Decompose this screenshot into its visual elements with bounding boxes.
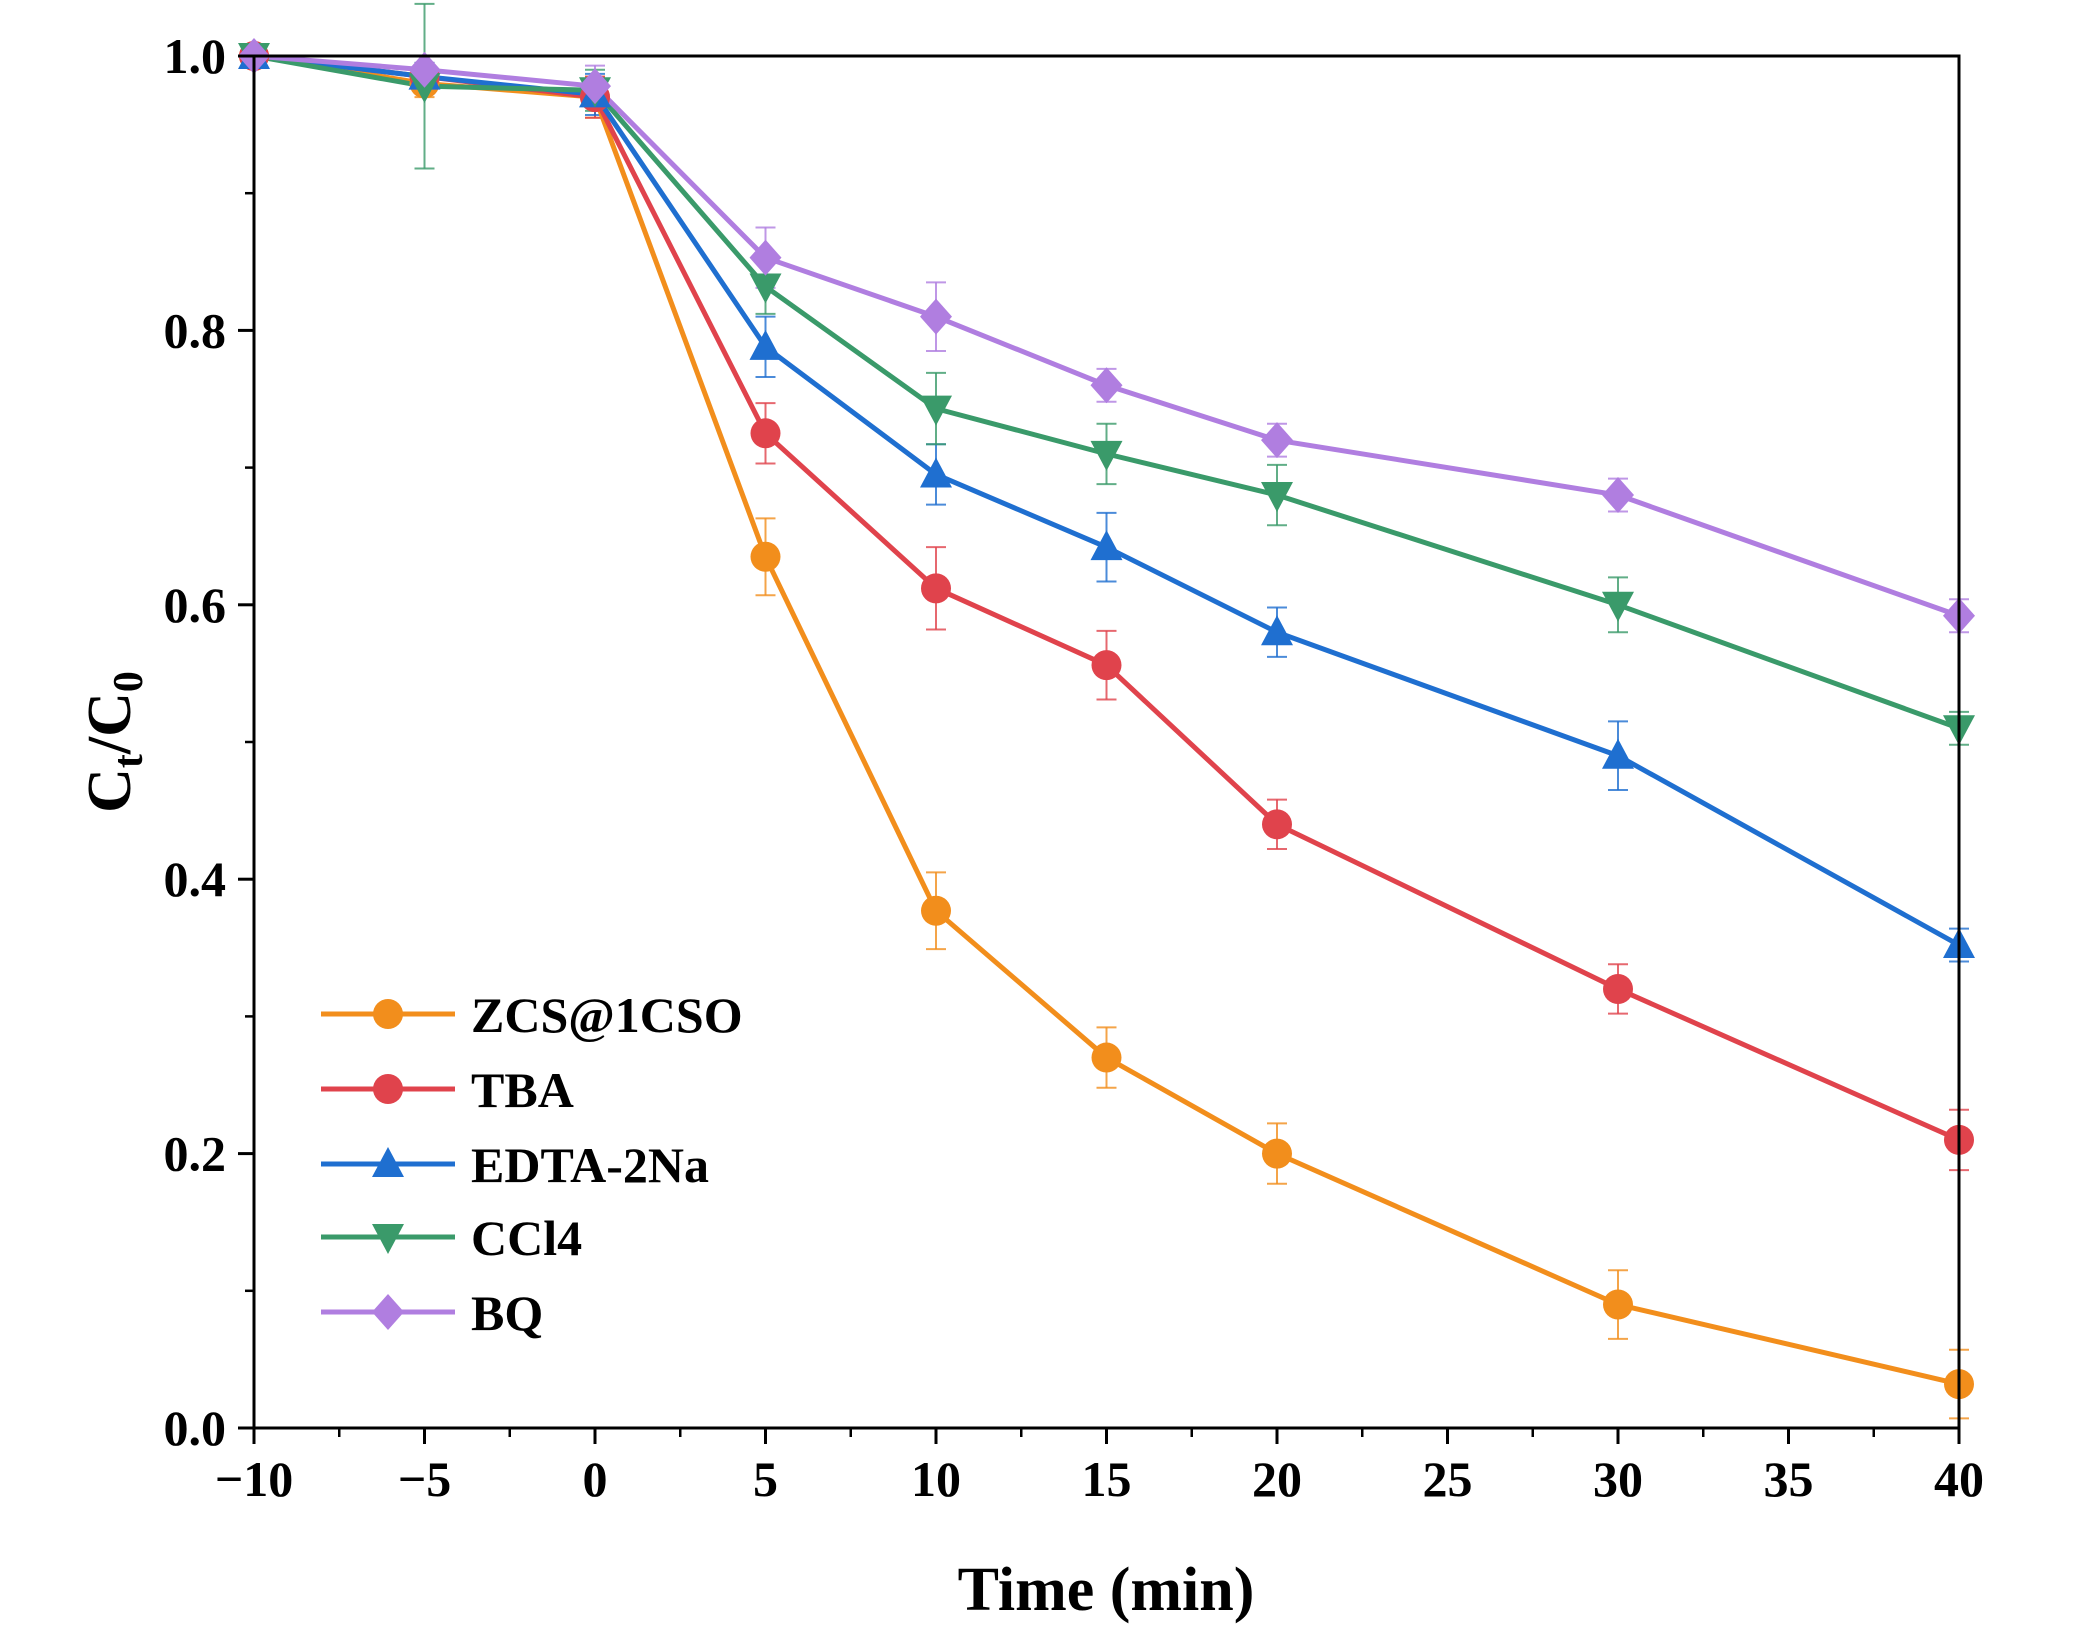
data-point-ccl4 [1602,591,1634,622]
x-tick-label: 25 [1423,1451,1473,1507]
legend-label-bq: BQ [471,1285,543,1341]
y-axis-title: Ct/C0 [76,671,152,813]
data-point-tba [750,418,781,449]
data-point-tba [1262,809,1292,840]
data-point-bq [1090,367,1123,404]
data-point-edta-2na [1602,738,1634,769]
data-point-bq [1602,477,1634,514]
data-point-zcs-1cso [1603,1289,1633,1320]
x-tick-label: 30 [1593,1451,1643,1507]
y-tick-label: 1.0 [164,28,227,84]
data-point-ccl4 [408,73,441,104]
error-bars [244,2,1969,1420]
legend: ZCS@1CSO TBA EDTA-2Na CCl4 BQ [321,987,743,1341]
legend-marker-edta-2na [372,1147,404,1177]
legend-marker-bq [372,1294,404,1330]
data-point-bq [749,239,782,276]
data-point-edta-2na [749,329,782,360]
data-point-ccl4 [920,395,952,426]
data-point-tba [1603,973,1633,1004]
data-point-zcs-1cso [1262,1138,1292,1169]
x-axis-title: Time (min) [958,1556,1255,1624]
legend-label-zcs-1cso: ZCS@1CSO [471,987,743,1043]
data-point-tba [921,573,951,604]
x-tick-label: −10 [215,1451,294,1507]
legend-label-ccl4: CCl4 [471,1210,582,1266]
legend-label-edta-2na: EDTA-2Na [471,1137,709,1193]
data-point-ccl4 [1261,482,1293,513]
series-line-edta-2na [253,53,1961,948]
data-point-edta-2na [1090,530,1123,561]
axes: −10 −5 0 5 10 15 20 25 30 35 40 0.0 0.2 0.4 0.6 0.8 1.0 [164,28,1985,1507]
y-tick-label: 0.4 [164,851,227,907]
data-point-ccl4 [1090,440,1123,471]
data-point-tba [1091,650,1122,681]
data-point-bq [1261,422,1293,459]
y-tick-label: 0.6 [164,577,227,633]
x-tick-label: 35 [1764,1451,1814,1507]
x-tick-label: 40 [1934,1451,1984,1507]
legend-marker-tba [373,1074,403,1104]
legend-label-tba: TBA [471,1062,574,1118]
legend-marker-zcs-1cso [373,999,403,1029]
data-point-ccl4 [749,273,782,304]
y-tick-label: 0.8 [164,302,227,358]
data-point-bq [579,68,611,105]
y-tick-label: 0.0 [164,1400,227,1456]
series-markers [238,38,1975,1400]
data-point-zcs-1cso [750,541,781,572]
y-tick-label: 0.2 [164,1126,227,1182]
data-point-edta-2na [1261,615,1293,646]
x-tick-label: 5 [753,1451,778,1507]
data-point-bq [920,298,952,335]
data-point-bq [408,51,441,88]
x-tick-label: 15 [1082,1451,1132,1507]
data-point-edta-2na [920,457,952,488]
x-tick-label: −5 [398,1451,452,1507]
x-tick-label: 0 [583,1451,608,1507]
series-line-tba [253,53,1961,1143]
x-tick-label: 10 [911,1451,961,1507]
data-point-zcs-1cso [921,895,951,926]
legend-marker-ccl4 [372,1224,404,1254]
x-tick-label: 20 [1252,1451,1302,1507]
data-point-zcs-1cso [1091,1042,1122,1073]
